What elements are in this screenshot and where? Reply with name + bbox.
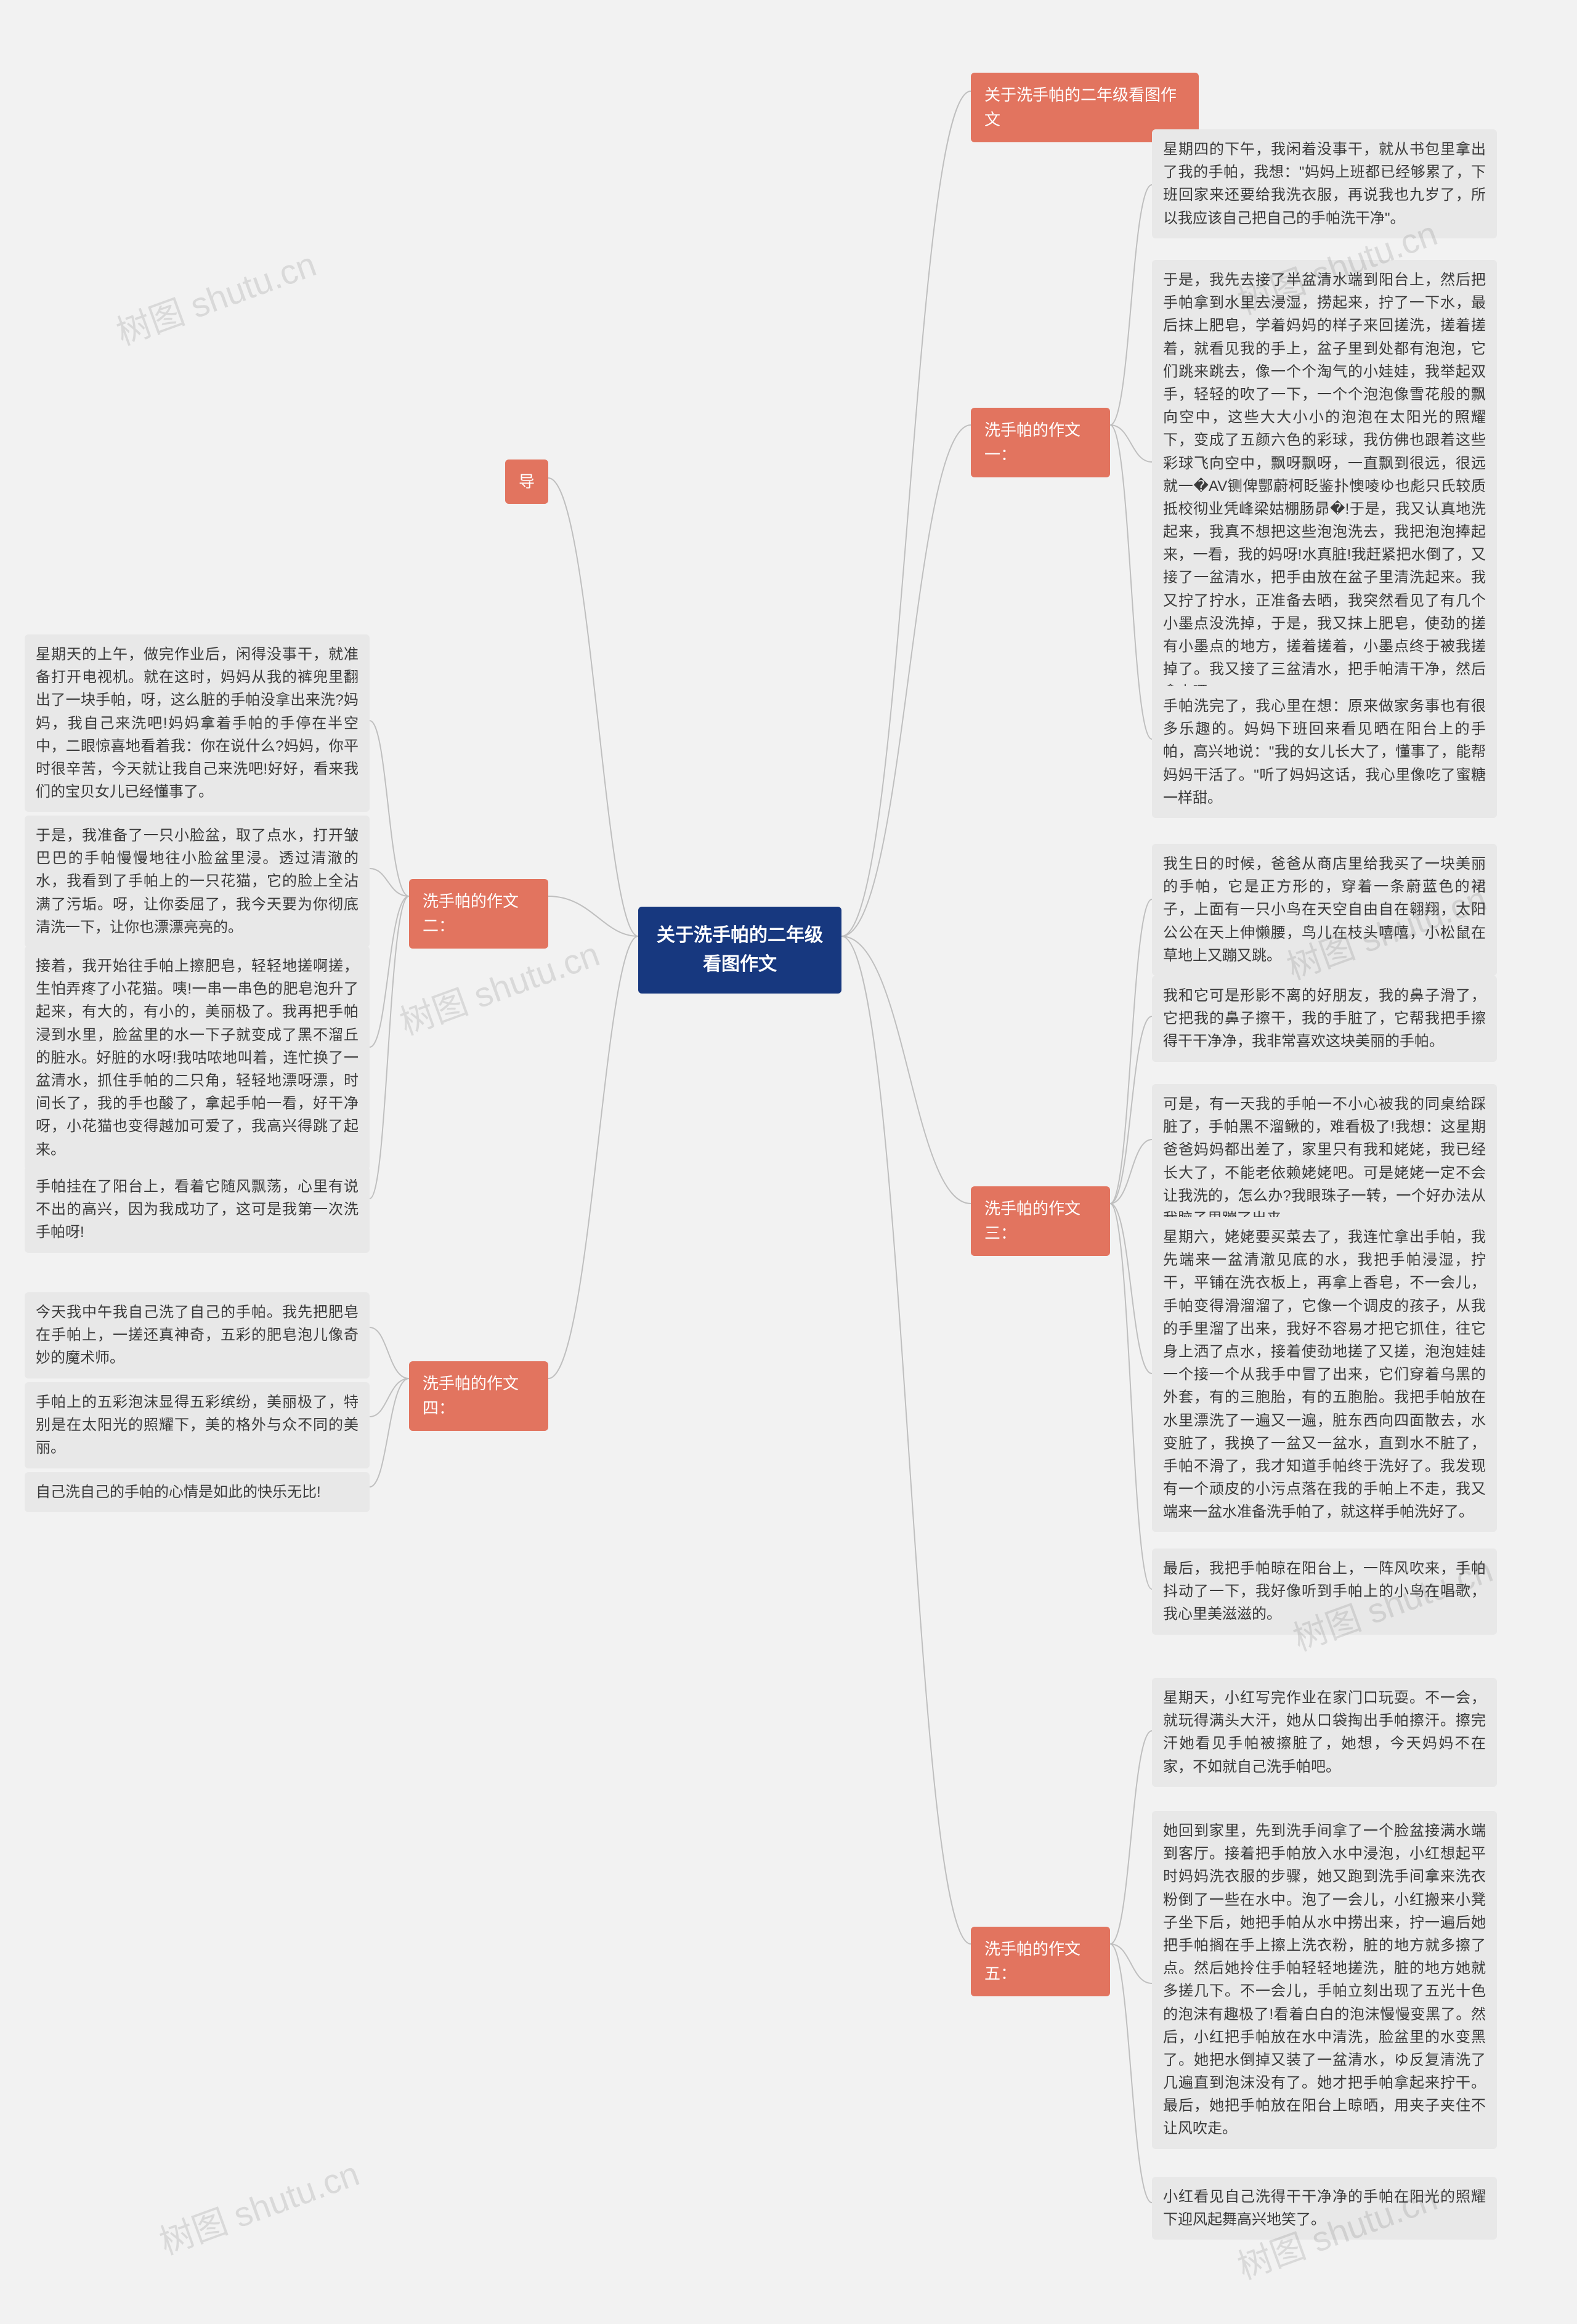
leaf-text: 手帕挂在了阳台上，看着它随风飘荡，心里有说不出的高兴，因为我成功了，这可是我第一… [36,1178,359,1241]
leaf-essay3-p1: 我生日的时候，爸爸从商店里给我买了一块美丽的手帕，它是正方形的，穿着一条蔚蓝色的… [1152,844,1497,976]
leaf-text: 小红看见自己洗得干干净净的手帕在阳光的照耀下迎风起舞高兴地笑了。 [1163,2188,1486,2228]
leaf-essay3-p2: 我和它可是形影不离的好朋友，我的鼻子滑了，它把我的鼻子擦干，我的手脏了，它帮我把… [1152,976,1497,1062]
branch-label: 洗手帕的作文二： [423,892,519,935]
root-label: 关于洗手帕的二年级看图作文 [657,925,823,974]
branch-label: 洗手帕的作文一： [984,421,1080,464]
leaf-text: 于是，我准备了一只小脸盆，取了点水，打开皱巴巴的手帕慢慢地往小脸盆里浸。透过清澈… [36,827,359,936]
branch-label: 导 [519,472,535,491]
leaf-essay2-p2: 于是，我准备了一只小脸盆，取了点水，打开皱巴巴的手帕慢慢地往小脸盆里浸。透过清澈… [25,816,370,947]
branch-label: 洗手帕的作文五： [984,1940,1080,1983]
branch-dao[interactable]: 导 [505,460,548,504]
leaf-essay2-p4: 手帕挂在了阳台上，看着它随风飘荡，心里有说不出的高兴，因为我成功了，这可是我第一… [25,1167,370,1253]
branch-essay-3[interactable]: 洗手帕的作文三： [971,1186,1110,1256]
branch-label: 关于洗手帕的二年级看图作文 [984,86,1177,129]
leaf-text: 今天我中午我自己洗了自己的手帕。我先把肥皂在手帕上，一搓还真神奇，五彩的肥皂泡儿… [36,1304,359,1366]
branch-essay-2[interactable]: 洗手帕的作文二： [409,879,548,949]
leaf-text: 可是，有一天我的手帕一不小心被我的同桌给踩脏了，手帕黑不溜鳅的，难看极了!我想：… [1163,1096,1486,1227]
leaf-essay2-p1: 星期天的上午，做完作业后，闲得没事干，就准备打开电视机。就在这时，妈妈从我的裤兜… [25,634,370,812]
branch-essay-1[interactable]: 洗手帕的作文一： [971,408,1110,477]
leaf-text: 于是，我先去接了半盆清水端到阳台上，然后把手帕拿到水里去浸湿，捞起来，拧了一下水… [1163,272,1486,700]
watermark: 树图 shutu.cn [108,237,322,355]
leaf-essay5-p2: 她回到家里，先到洗手间拿了一个脸盆接满水端到客厅。接着把手帕放入水中浸泡，小红想… [1152,1811,1497,2149]
leaf-text: 星期天，小红写完作业在家门口玩耍。不一会，就玩得满头大汗，她从口袋掏出手帕擦汗。… [1163,1690,1486,1775]
leaf-text: 我和它可是形影不离的好朋友，我的鼻子滑了，它把我的鼻子擦干，我的手脏了，它帮我把… [1163,987,1486,1050]
leaf-text: 接着，我开始往手帕上擦肥皂，轻轻地搓啊搓，生怕弄疼了小花猫。咦!一串一串色的肥皂… [36,958,359,1158]
leaf-essay3-p3: 可是，有一天我的手帕一不小心被我的同桌给踩脏了，手帕黑不溜鳅的，难看极了!我想：… [1152,1084,1497,1239]
leaf-text: 我生日的时候，爸爸从商店里给我买了一块美丽的手帕，它是正方形的，穿着一条蔚蓝色的… [1163,856,1486,964]
watermark: 树图 shutu.cn [152,2146,365,2264]
branch-essay-4[interactable]: 洗手帕的作文四： [409,1361,548,1431]
leaf-text: 自己洗自己的手帕的心情是如此的快乐无比! [36,1484,321,1500]
leaf-essay1-p1: 星期四的下午，我闲着没事干，就从书包里拿出了我的手帕，我想："妈妈上班都已经够累… [1152,129,1497,238]
leaf-essay4-p2: 手帕上的五彩泡沫显得五彩缤纷，美丽极了，特别是在太阳光的照耀下，美的格外与众不同… [25,1382,370,1468]
leaf-text: 星期四的下午，我闲着没事干，就从书包里拿出了我的手帕，我想："妈妈上班都已经够累… [1163,141,1486,227]
leaf-essay3-p4: 星期六，姥姥要买菜去了，我连忙拿出手帕，我先端来一盆清澈见底的水，我把手帕浸湿，… [1152,1217,1497,1532]
branch-label: 洗手帕的作文三： [984,1199,1080,1242]
leaf-text: 星期六，姥姥要买菜去了，我连忙拿出手帕，我先端来一盆清澈见底的水，我把手帕浸湿，… [1163,1229,1486,1520]
leaf-essay2-p3: 接着，我开始往手帕上擦肥皂，轻轻地搓啊搓，生怕弄疼了小花猫。咦!一串一串色的肥皂… [25,946,370,1170]
leaf-essay3-p5: 最后，我把手帕晾在阳台上，一阵风吹来，手帕抖动了一下，我好像听到手帕上的小鸟在唱… [1152,1549,1497,1635]
leaf-text: 最后，我把手帕晾在阳台上，一阵风吹来，手帕抖动了一下，我好像听到手帕上的小鸟在唱… [1163,1560,1486,1622]
leaf-essay1-p2: 于是，我先去接了半盆清水端到阳台上，然后把手帕拿到水里去浸湿，捞起来，拧了一下水… [1152,260,1497,713]
mindmap-root[interactable]: 关于洗手帕的二年级看图作文 [638,907,841,994]
branch-label: 洗手帕的作文四： [423,1374,519,1417]
leaf-text: 手帕上的五彩泡沫显得五彩缤纷，美丽极了，特别是在太阳光的照耀下，美的格外与众不同… [36,1394,359,1456]
leaf-text: 她回到家里，先到洗手间拿了一个脸盆接满水端到客厅。接着把手帕放入水中浸泡，小红想… [1163,1823,1486,2137]
leaf-essay4-p3: 自己洗自己的手帕的心情是如此的快乐无比! [25,1472,370,1512]
leaf-text: 星期天的上午，做完作业后，闲得没事干，就准备打开电视机。就在这时，妈妈从我的裤兜… [36,646,359,800]
leaf-essay4-p1: 今天我中午我自己洗了自己的手帕。我先把肥皂在手帕上，一搓还真神奇，五彩的肥皂泡儿… [25,1292,370,1379]
leaf-essay1-p3: 手帕洗完了，我心里在想：原来做家务事也有很多乐趣的。妈妈下班回来看见晒在阳台上的… [1152,686,1497,818]
leaf-essay5-p3: 小红看见自己洗得干干净净的手帕在阳光的照耀下迎风起舞高兴地笑了。 [1152,2177,1497,2240]
leaf-text: 手帕洗完了，我心里在想：原来做家务事也有很多乐趣的。妈妈下班回来看见晒在阳台上的… [1163,698,1486,806]
leaf-essay5-p1: 星期天，小红写完作业在家门口玩耍。不一会，就玩得满头大汗，她从口袋掏出手帕擦汗。… [1152,1678,1497,1787]
branch-essay-5[interactable]: 洗手帕的作文五： [971,1927,1110,1996]
